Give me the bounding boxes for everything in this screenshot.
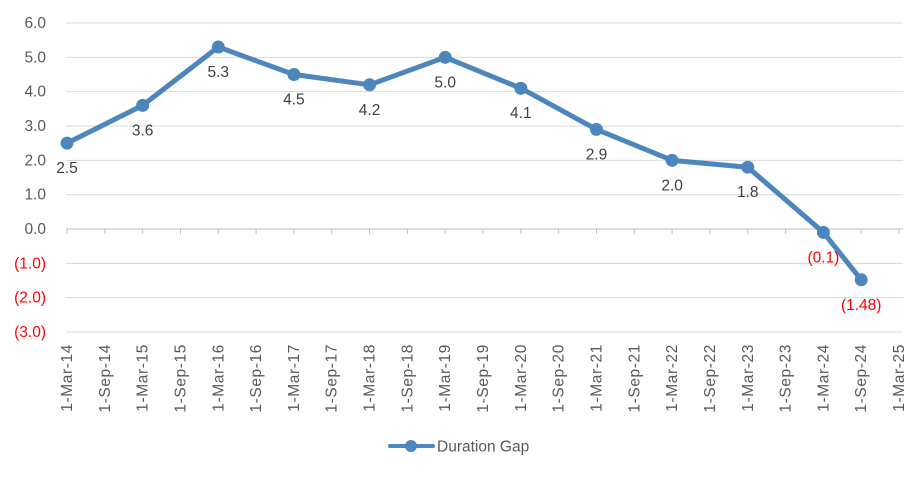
y-axis-tick-label: (1.0) [14,255,46,272]
x-axis-tick-label: 1-Sep-15 [172,344,189,413]
data-point-label: 5.3 [207,64,229,81]
data-point-label: 2.5 [56,160,78,177]
data-point-marker [589,122,603,136]
x-axis-tick-label: 1-Mar-23 [740,344,757,412]
data-point-marker [741,160,755,174]
x-axis-tick-label: 1-Mar-20 [513,344,530,412]
data-point-marker [287,67,301,81]
x-axis-tick-label: 1-Mar-19 [437,344,454,412]
data-point-label: 1.8 [737,184,759,201]
x-axis-tick-label: 1-Sep-24 [853,344,870,413]
x-axis-tick-label: 1-Sep-18 [399,344,416,413]
data-point-marker [363,78,377,92]
data-point-marker [136,98,150,112]
data-point-label: 4.2 [359,102,381,119]
data-point-label: (1.48) [841,297,882,314]
x-axis-tick-label: 1-Mar-14 [59,344,76,412]
data-point-marker [854,273,868,287]
x-axis-tick-label: 1-Mar-21 [588,344,605,412]
y-axis-tick-label: 3.0 [24,118,46,135]
y-axis-tick-label: 2.0 [24,152,46,169]
x-axis-tick-label: 1-Sep-19 [475,344,492,413]
y-axis-tick-label: 0.0 [24,221,46,238]
data-point-label: 2.0 [661,177,683,194]
data-point-marker [816,225,830,239]
x-axis-tick-label: 1-Mar-22 [664,344,681,412]
data-point-marker [665,153,679,167]
y-axis-tick-label: 4.0 [24,84,46,101]
data-point-marker [211,40,225,54]
y-axis-tick-label: (3.0) [14,324,46,341]
x-axis-tick-label: 1-Sep-21 [626,344,643,413]
y-axis-tick-label: 6.0 [24,15,46,32]
data-point-marker [438,50,452,64]
x-axis-tick-label: 1-Sep-16 [248,344,265,413]
y-axis-tick-label: 5.0 [24,49,46,66]
legend-marker-dot-icon [405,440,417,452]
data-point-marker [60,136,74,150]
x-axis-tick-label: 1-Sep-23 [778,344,795,413]
x-axis-tick-label: 1-Mar-18 [362,344,379,412]
y-axis-tick-label: 1.0 [24,187,46,204]
data-point-label: 2.9 [586,146,608,163]
x-axis-tick-label: 1-Sep-17 [324,344,341,413]
data-point-label: 4.1 [510,105,532,122]
x-axis-tick-label: 1-Sep-14 [97,344,114,413]
x-axis-tick-label: 1-Sep-20 [551,344,568,413]
x-axis-tick-label: 1-Sep-22 [702,344,719,413]
legend-label: Duration Gap [437,439,529,456]
y-axis-tick-label: (2.0) [14,290,46,307]
series-line [64,44,864,283]
x-axis-tick-label: 1-Mar-25 [891,344,908,412]
x-axis-tick-label: 1-Mar-17 [286,344,303,412]
data-point-marker [514,81,528,95]
x-axis-tick-label: 1-Mar-24 [815,344,832,412]
x-axis-tick-label: 1-Mar-16 [210,344,227,412]
data-point-label: 4.5 [283,91,305,108]
data-point-label: 3.6 [132,122,154,139]
data-point-label: (0.1) [807,249,839,266]
data-point-label: 5.0 [434,74,456,91]
x-axis-tick-label: 1-Mar-15 [135,344,152,412]
